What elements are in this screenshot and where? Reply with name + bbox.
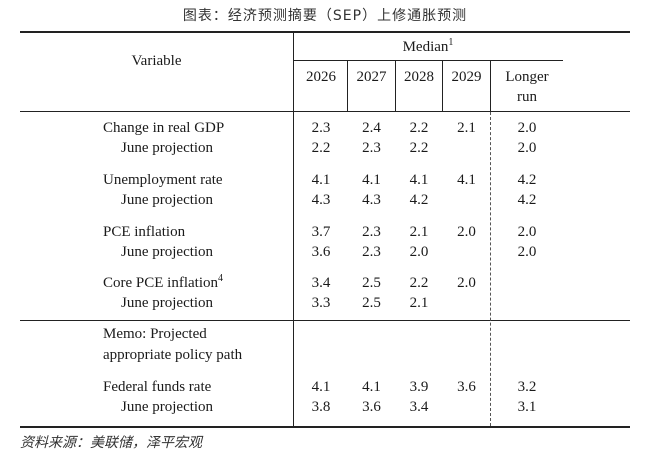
- value-cell: 2.3: [362, 244, 381, 260]
- source-note: 资料来源：美联储，泽平宏观: [20, 435, 202, 451]
- value-cell: 3.7: [311, 224, 331, 240]
- value-cell: 3.6: [362, 399, 381, 415]
- value-cell: 2.3: [311, 120, 331, 136]
- value-cell: 2.0: [409, 244, 429, 260]
- row-label: Unemployment rate: [103, 172, 223, 188]
- median-header: Median1: [402, 37, 454, 56]
- year-divider: [490, 61, 491, 111]
- value-cell: 4.3: [311, 192, 331, 208]
- memo-rule: [20, 320, 630, 321]
- value-cell: 2.1: [409, 295, 429, 311]
- median-rule: [293, 60, 563, 61]
- longer-run-cell: 3.2: [517, 379, 537, 395]
- longer-run-cell: 2.0: [517, 244, 537, 260]
- value-cell: 4.1: [409, 172, 429, 188]
- bottom-rule: [20, 426, 630, 428]
- value-cell: 3.6: [457, 379, 476, 395]
- longer-run-header: Longer: [505, 69, 549, 85]
- value-cell: 4.1: [362, 379, 381, 395]
- longer-run-header-2: run: [517, 89, 537, 105]
- value-cell: 4.2: [409, 192, 429, 208]
- longer-run-cell: 2.0: [517, 120, 537, 136]
- value-cell: 2.2: [311, 140, 331, 156]
- value-cell: 3.9: [409, 379, 429, 395]
- value-cell: 2.0: [457, 275, 476, 291]
- longer-run-cell: 3.1: [517, 399, 537, 415]
- value-cell: 3.4: [311, 275, 331, 291]
- longer-run-dashed-divider: [490, 112, 491, 426]
- year-divider: [347, 61, 348, 111]
- longer-run-cell: 4.2: [517, 192, 537, 208]
- year-header-2026: 2026: [306, 69, 336, 85]
- value-cell: 3.6: [311, 244, 331, 260]
- year-divider: [395, 61, 396, 111]
- value-cell: 3.4: [409, 399, 429, 415]
- row-label: June projection: [121, 140, 214, 156]
- longer-run-cell: 2.0: [517, 140, 537, 156]
- value-cell: 4.3: [362, 192, 381, 208]
- value-cell: 4.1: [457, 172, 476, 188]
- header-rule: [20, 111, 630, 112]
- value-cell: 2.1: [457, 120, 476, 136]
- value-cell: 2.4: [362, 120, 381, 136]
- year-header-2028: 2028: [404, 69, 434, 85]
- value-cell: 2.1: [409, 224, 429, 240]
- value-cell: 2.2: [409, 275, 429, 291]
- value-cell: 3.8: [311, 399, 331, 415]
- row-label: Memo: Projected: [103, 326, 207, 342]
- row-label: Core PCE inflation4: [103, 273, 223, 292]
- row-label: June projection: [121, 192, 214, 208]
- row-label: PCE inflation: [103, 224, 186, 240]
- value-cell: 2.3: [362, 224, 381, 240]
- variable-header: Variable: [131, 53, 182, 69]
- value-cell: 4.1: [362, 172, 381, 188]
- value-cell: 2.2: [409, 120, 429, 136]
- longer-run-cell: 4.2: [517, 172, 537, 188]
- value-cell: 2.0: [457, 224, 476, 240]
- year-header-2029: 2029: [451, 69, 482, 85]
- value-cell: 2.3: [362, 140, 381, 156]
- row-label: June projection: [121, 399, 214, 415]
- figure-title: 图表：经济预测摘要（SEP）上修通胀预测: [182, 8, 468, 24]
- year-divider: [442, 61, 443, 111]
- row-label: appropriate policy path: [103, 347, 243, 363]
- longer-run-cell: 2.0: [517, 224, 537, 240]
- row-label: June projection: [121, 295, 214, 311]
- value-cell: 2.2: [409, 140, 429, 156]
- top-rule: [20, 31, 630, 33]
- value-cell: 3.3: [311, 295, 331, 311]
- year-header-2027: 2027: [356, 69, 387, 85]
- value-cell: 4.1: [311, 172, 331, 188]
- row-label: Federal funds rate: [103, 379, 212, 395]
- value-cell: 4.1: [311, 379, 331, 395]
- row-label: Change in real GDP: [103, 120, 225, 136]
- column-divider: [293, 33, 294, 426]
- value-cell: 2.5: [362, 275, 381, 291]
- row-label: June projection: [121, 244, 214, 260]
- value-cell: 2.5: [362, 295, 381, 311]
